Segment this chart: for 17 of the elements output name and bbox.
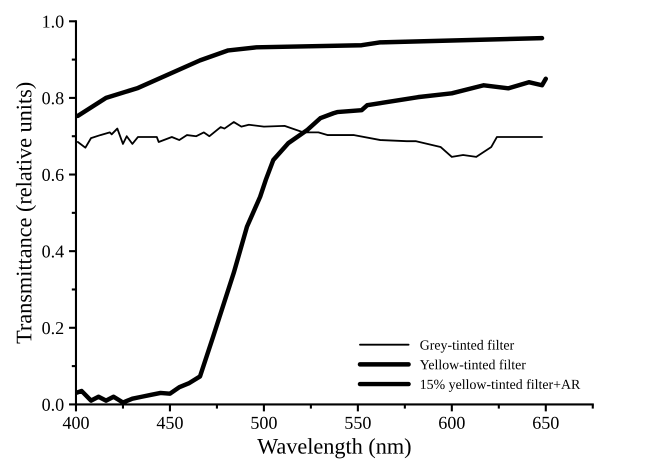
legend-label: 15% yellow-tinted filter+AR	[420, 379, 580, 392]
y-tick-label: 0.8	[42, 92, 64, 104]
y-tick-label: 1.0	[43, 16, 64, 28]
y-tick-label: 0.4	[42, 245, 64, 258]
y-tick-label: 0.0	[42, 398, 64, 411]
x-axis-title: Wavelength (nm)	[257, 438, 411, 458]
x-tick-label: 500	[251, 416, 277, 429]
x-tick-label: 550	[345, 416, 371, 429]
x-tick-label: 650	[533, 416, 559, 429]
x-tick-label: 450	[156, 416, 183, 429]
legend-label: Grey-tinted filter	[420, 340, 514, 353]
y-tick-label: 0.2	[42, 322, 64, 334]
y-axis-title: Transmittance (relative units)	[16, 82, 36, 344]
x-tick-label: 600	[439, 416, 465, 429]
legend-label: Yellow-tinted filter	[420, 359, 526, 370]
x-tick-label: 400	[62, 416, 89, 429]
y-tick-label: 0.6	[42, 168, 64, 182]
